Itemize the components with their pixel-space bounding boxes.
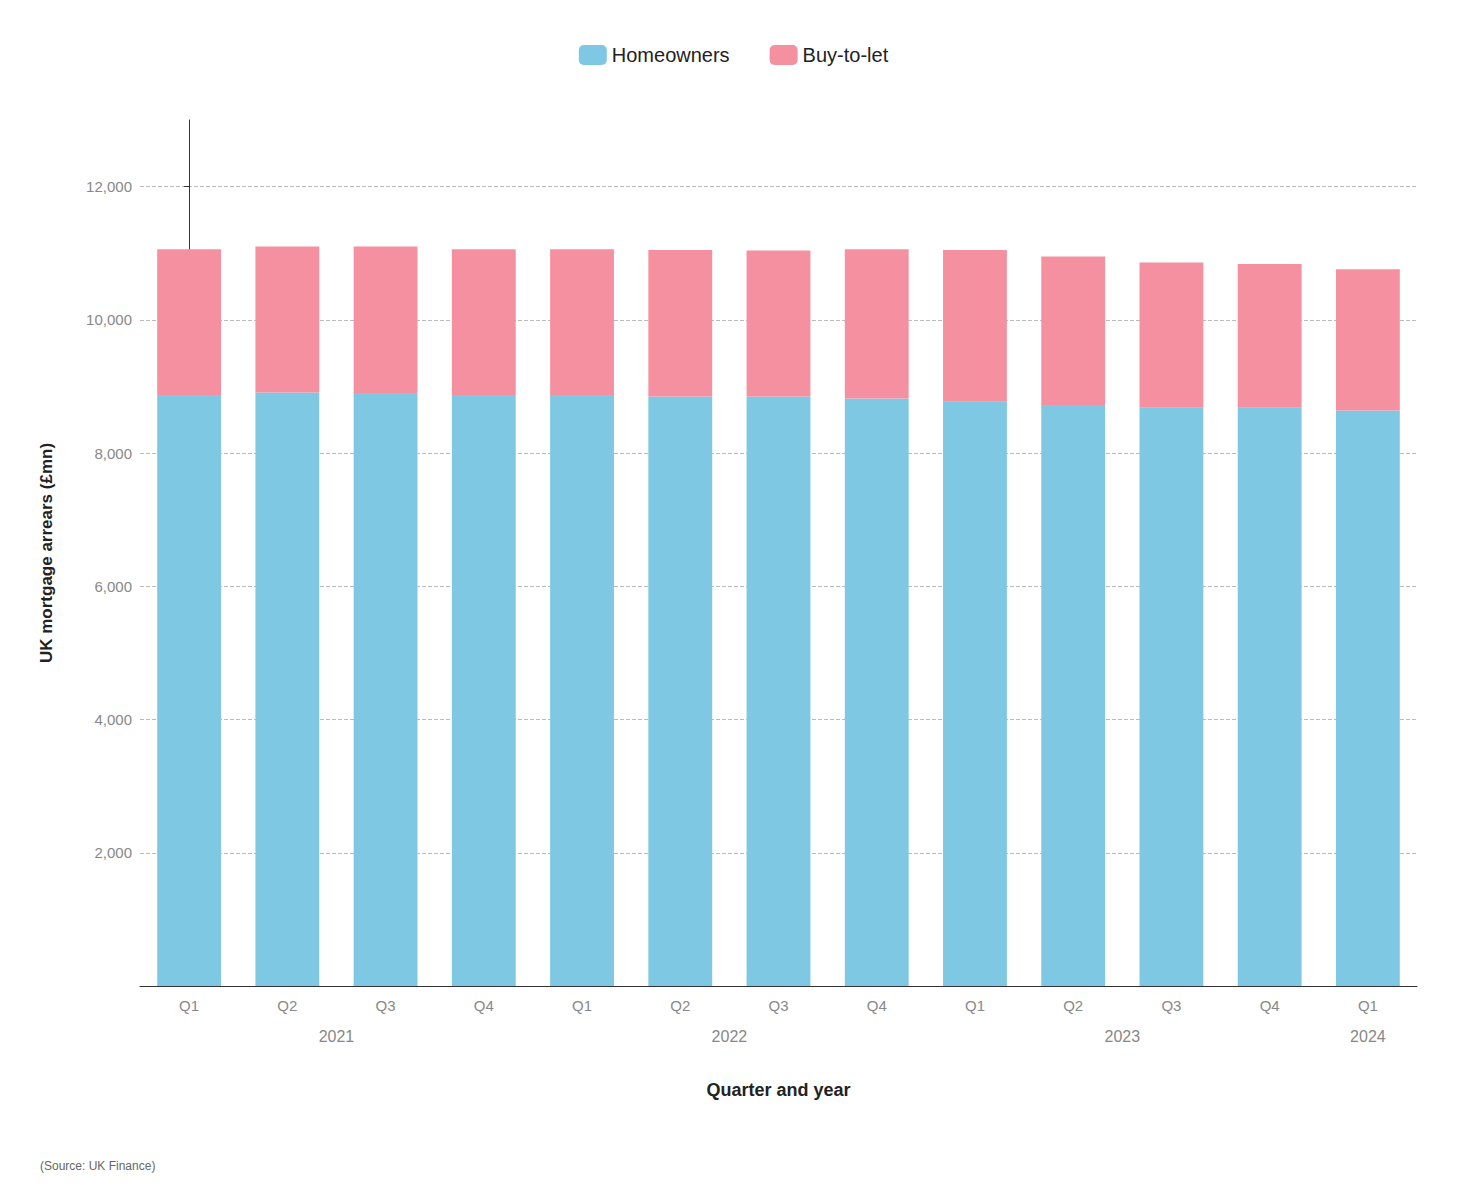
svg-text:2021: 2021 [319, 1028, 355, 1045]
svg-text:Q4: Q4 [474, 997, 494, 1014]
svg-text:4,000: 4,000 [94, 711, 132, 728]
svg-text:Q3: Q3 [376, 997, 396, 1014]
svg-text:Q1: Q1 [1358, 997, 1378, 1014]
svg-text:Q3: Q3 [1161, 997, 1181, 1014]
svg-text:Homeowners: Homeowners [612, 44, 730, 66]
svg-text:Quarter and year: Quarter and year [706, 1080, 850, 1100]
svg-text:2,000: 2,000 [94, 844, 132, 861]
svg-text:Q2: Q2 [670, 997, 690, 1014]
svg-text:Buy-to-let: Buy-to-let [803, 44, 889, 66]
svg-text:Q4: Q4 [867, 997, 887, 1014]
svg-text:10,000: 10,000 [86, 311, 132, 328]
svg-text:2022: 2022 [712, 1028, 748, 1045]
svg-text:UK mortgage arrears (£mn): UK mortgage arrears (£mn) [37, 443, 56, 663]
svg-text:Q4: Q4 [1260, 997, 1280, 1014]
svg-text:Q1: Q1 [179, 997, 199, 1014]
svg-text:2024: 2024 [1350, 1028, 1386, 1045]
svg-text:6,000: 6,000 [94, 578, 132, 595]
svg-text:Q1: Q1 [965, 997, 985, 1014]
svg-text:Q1: Q1 [572, 997, 592, 1014]
svg-text:8,000: 8,000 [94, 445, 132, 462]
svg-text:Q3: Q3 [768, 997, 788, 1014]
svg-text:12,000: 12,000 [86, 178, 132, 195]
svg-text:2023: 2023 [1105, 1028, 1141, 1045]
svg-text:Q2: Q2 [277, 997, 297, 1014]
svg-text:(Source: UK Finance): (Source: UK Finance) [40, 1159, 155, 1173]
svg-text:Q2: Q2 [1063, 997, 1083, 1014]
